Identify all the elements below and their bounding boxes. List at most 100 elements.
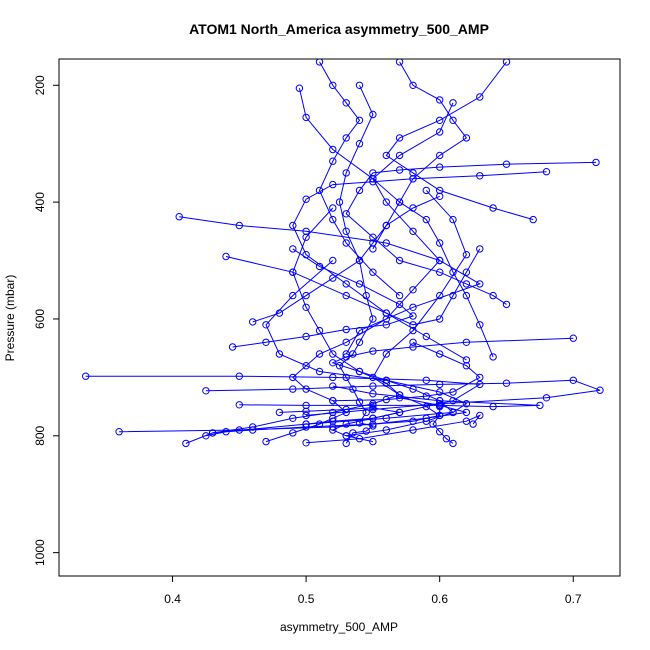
- data-point: [302, 439, 310, 447]
- data-point: [422, 376, 430, 384]
- data-point: [302, 291, 310, 300]
- data-point: [262, 338, 270, 346]
- series-line: [318, 61, 400, 296]
- series-line: [385, 61, 534, 221]
- data-point: [289, 221, 297, 230]
- data-point: [436, 151, 444, 160]
- data-point: [429, 420, 437, 428]
- series-line: [232, 248, 414, 348]
- data-point: [436, 350, 444, 358]
- y-tick-label: 200: [33, 75, 47, 95]
- data-point: [302, 227, 310, 236]
- data-point: [329, 350, 337, 358]
- data-point: [342, 210, 350, 218]
- data-point: [329, 204, 337, 212]
- data-point: [436, 192, 444, 201]
- data-point: [489, 353, 497, 361]
- data-point: [208, 429, 217, 437]
- data-point: [289, 245, 297, 253]
- data-point: [342, 291, 350, 300]
- data-point: [355, 435, 364, 443]
- data-point: [489, 291, 497, 300]
- data-point: [362, 408, 370, 417]
- data-point: [355, 186, 364, 195]
- data-point: [476, 411, 484, 420]
- data-point: [462, 356, 471, 364]
- data-point: [395, 198, 404, 206]
- data-point: [382, 309, 390, 317]
- series-line: [179, 216, 481, 355]
- data-point: [436, 401, 444, 410]
- data-point: [409, 286, 417, 294]
- series-line: [85, 375, 482, 443]
- data-point: [395, 151, 404, 160]
- series-line: [205, 397, 467, 437]
- data-point: [369, 390, 377, 398]
- data-point: [222, 252, 230, 261]
- data-point: [329, 157, 337, 165]
- data-point: [469, 420, 477, 428]
- data-point: [329, 256, 337, 265]
- series-line: [279, 407, 400, 425]
- data-point: [382, 151, 390, 160]
- data-point: [489, 204, 497, 212]
- data-point: [302, 420, 310, 428]
- data-point: [449, 291, 457, 300]
- data-point: [502, 300, 511, 309]
- data-point: [82, 372, 90, 380]
- data-point: [592, 158, 600, 167]
- data-point: [355, 116, 364, 125]
- data-point: [249, 318, 257, 326]
- data-point: [355, 326, 364, 335]
- data-point: [395, 300, 404, 309]
- data-point: [235, 401, 244, 409]
- data-point: [409, 204, 417, 212]
- data-point: [369, 268, 377, 276]
- data-point: [329, 373, 337, 382]
- data-point: [476, 93, 484, 101]
- data-point: [529, 215, 537, 224]
- data-point: [289, 291, 297, 300]
- y-tick-label: 1000: [33, 539, 47, 566]
- data-point: [502, 379, 511, 387]
- data-point: [302, 411, 310, 420]
- y-tick-label: 800: [33, 425, 47, 445]
- data-point: [502, 59, 511, 66]
- data-point: [502, 160, 511, 168]
- data-point: [476, 245, 484, 253]
- data-point: [436, 388, 444, 396]
- data-point: [422, 186, 430, 195]
- data-point: [329, 215, 337, 224]
- y-axis: 200 400 600 800 1000: [33, 75, 59, 566]
- series-line: [345, 161, 597, 305]
- data-point: [289, 414, 297, 422]
- plot-frame: [58, 58, 621, 577]
- series-line: [292, 171, 547, 361]
- data-point: [462, 291, 471, 300]
- data-point: [542, 394, 551, 402]
- data-point: [355, 81, 364, 90]
- series-line: [332, 341, 481, 402]
- data-point: [476, 280, 484, 288]
- data-point: [436, 380, 444, 389]
- data-point: [302, 233, 310, 241]
- data-point: [436, 428, 444, 436]
- data-point: [409, 312, 417, 320]
- data-point: [369, 401, 377, 410]
- data-point: [436, 256, 444, 265]
- data-point: [362, 427, 370, 435]
- data-point: [462, 400, 471, 408]
- data-point: [329, 382, 337, 390]
- data-point: [315, 367, 324, 376]
- data-point: [289, 268, 297, 276]
- data-point: [409, 385, 417, 393]
- data-point: [422, 332, 430, 341]
- data-point: [442, 435, 451, 443]
- y-tick-label: 400: [33, 192, 47, 212]
- data-point: [262, 437, 270, 446]
- data-point: [436, 96, 444, 104]
- data-point: [476, 380, 484, 389]
- series-line: [225, 248, 481, 326]
- data-point: [449, 268, 457, 276]
